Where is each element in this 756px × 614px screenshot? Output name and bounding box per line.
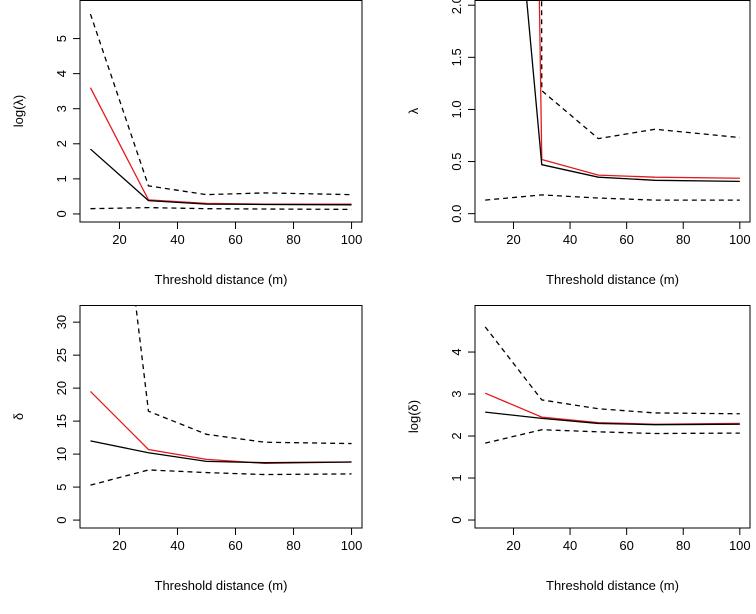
y-tick-label: 3: [54, 105, 69, 112]
y-axis-title: λ: [406, 107, 421, 114]
x-tick-label: 20: [112, 538, 126, 553]
series-group: [485, 0, 740, 201]
x-tick-label: 60: [228, 232, 242, 247]
y-tick-label: 2.0: [449, 0, 464, 14]
series-line: [89, 13, 352, 196]
series-line: [90, 148, 352, 206]
y-tick-label: 0: [449, 516, 464, 523]
x-tick-label: 40: [170, 538, 184, 553]
x-tick-label: 60: [228, 538, 242, 553]
y-tick-label: 15: [54, 414, 69, 428]
series-line: [89, 87, 352, 205]
panel: 20 40 60 80 100 0 1 2 3 4 5 Threshold distance (m) l…: [11, 0, 363, 287]
y-tick-label: 1: [449, 474, 464, 481]
series-line: [90, 440, 352, 464]
series-group: [89, 305, 352, 486]
y-tick-label: 5: [54, 35, 69, 42]
x-tick-label: 20: [506, 538, 520, 553]
x-axis-title: Threshold distance (m): [546, 272, 679, 287]
x-tick-label: 80: [676, 232, 690, 247]
y-tick-label: 2: [449, 432, 464, 439]
series-line: [526, 0, 740, 183]
series-line: [485, 194, 740, 201]
y-tick-label: 1.5: [449, 48, 464, 66]
y-axis-title: δ: [11, 413, 26, 420]
plot-box: [474, 305, 751, 529]
x-tick-label: 40: [170, 232, 184, 247]
y-tick-label: 0.0: [449, 205, 464, 223]
x-tick-label: 20: [112, 232, 126, 247]
x-tick-label: 100: [341, 232, 363, 247]
series-line: [485, 429, 740, 444]
x-axis-title: Threshold distance (m): [546, 578, 679, 593]
y-axis-title: log(δ): [406, 400, 421, 433]
x-tick-label: 60: [619, 538, 633, 553]
x-tick-label: 100: [729, 232, 751, 247]
y-tick-label: 2: [54, 140, 69, 147]
series-line: [135, 305, 352, 445]
x-tick-label: 100: [341, 538, 363, 553]
series-group: [484, 326, 740, 444]
x-tick-label: 80: [286, 538, 300, 553]
x-tick-label: 60: [619, 232, 633, 247]
series-line: [90, 469, 352, 486]
y-tick-label: 5: [54, 483, 69, 490]
plot-box: [79, 0, 363, 223]
series-group: [89, 13, 352, 211]
y-tick-label: 0.5: [449, 153, 464, 171]
x-tick-label: 40: [563, 538, 577, 553]
y-tick-label: 30: [54, 315, 69, 329]
series-line: [485, 411, 740, 426]
y-tick-label: 10: [54, 447, 69, 461]
plot-box: [79, 305, 363, 529]
y-tick-label: 4: [54, 70, 69, 77]
x-tick-label: 20: [506, 232, 520, 247]
y-tick-label: 25: [54, 348, 69, 362]
x-axis-title: Threshold distance (m): [155, 272, 288, 287]
plot-box: [474, 0, 751, 223]
y-tick-label: 3: [449, 390, 464, 397]
series-line: [90, 206, 352, 211]
series-line: [538, 0, 740, 179]
series-line: [484, 392, 740, 425]
y-axis-title: log(λ): [11, 95, 26, 128]
x-tick-label: 80: [286, 232, 300, 247]
x-axis-title: Threshold distance (m): [155, 578, 288, 593]
x-tick-label: 100: [729, 538, 751, 553]
y-tick-label: 0: [54, 516, 69, 523]
series-line: [484, 326, 740, 415]
panel: 20 40 60 80 100 0 1 2 3 4 Threshold distance (m) lo…: [406, 305, 751, 593]
y-tick-label: 0: [54, 210, 69, 217]
y-tick-label: 20: [54, 381, 69, 395]
x-tick-label: 80: [676, 538, 690, 553]
series-line: [89, 390, 352, 464]
y-tick-label: 4: [449, 348, 464, 355]
panel: 20 40 60 80 100 0 5 10 15 20 25 30 Threshold distanc…: [11, 305, 363, 593]
panel: 20 40 60 80 100 0.0 0.5 1.0 1.5 2.0 Threshold dist…: [406, 0, 751, 287]
x-tick-label: 40: [563, 232, 577, 247]
series-line: [540, 0, 740, 140]
y-tick-label: 1: [54, 175, 69, 182]
y-tick-label: 1.0: [449, 100, 464, 118]
